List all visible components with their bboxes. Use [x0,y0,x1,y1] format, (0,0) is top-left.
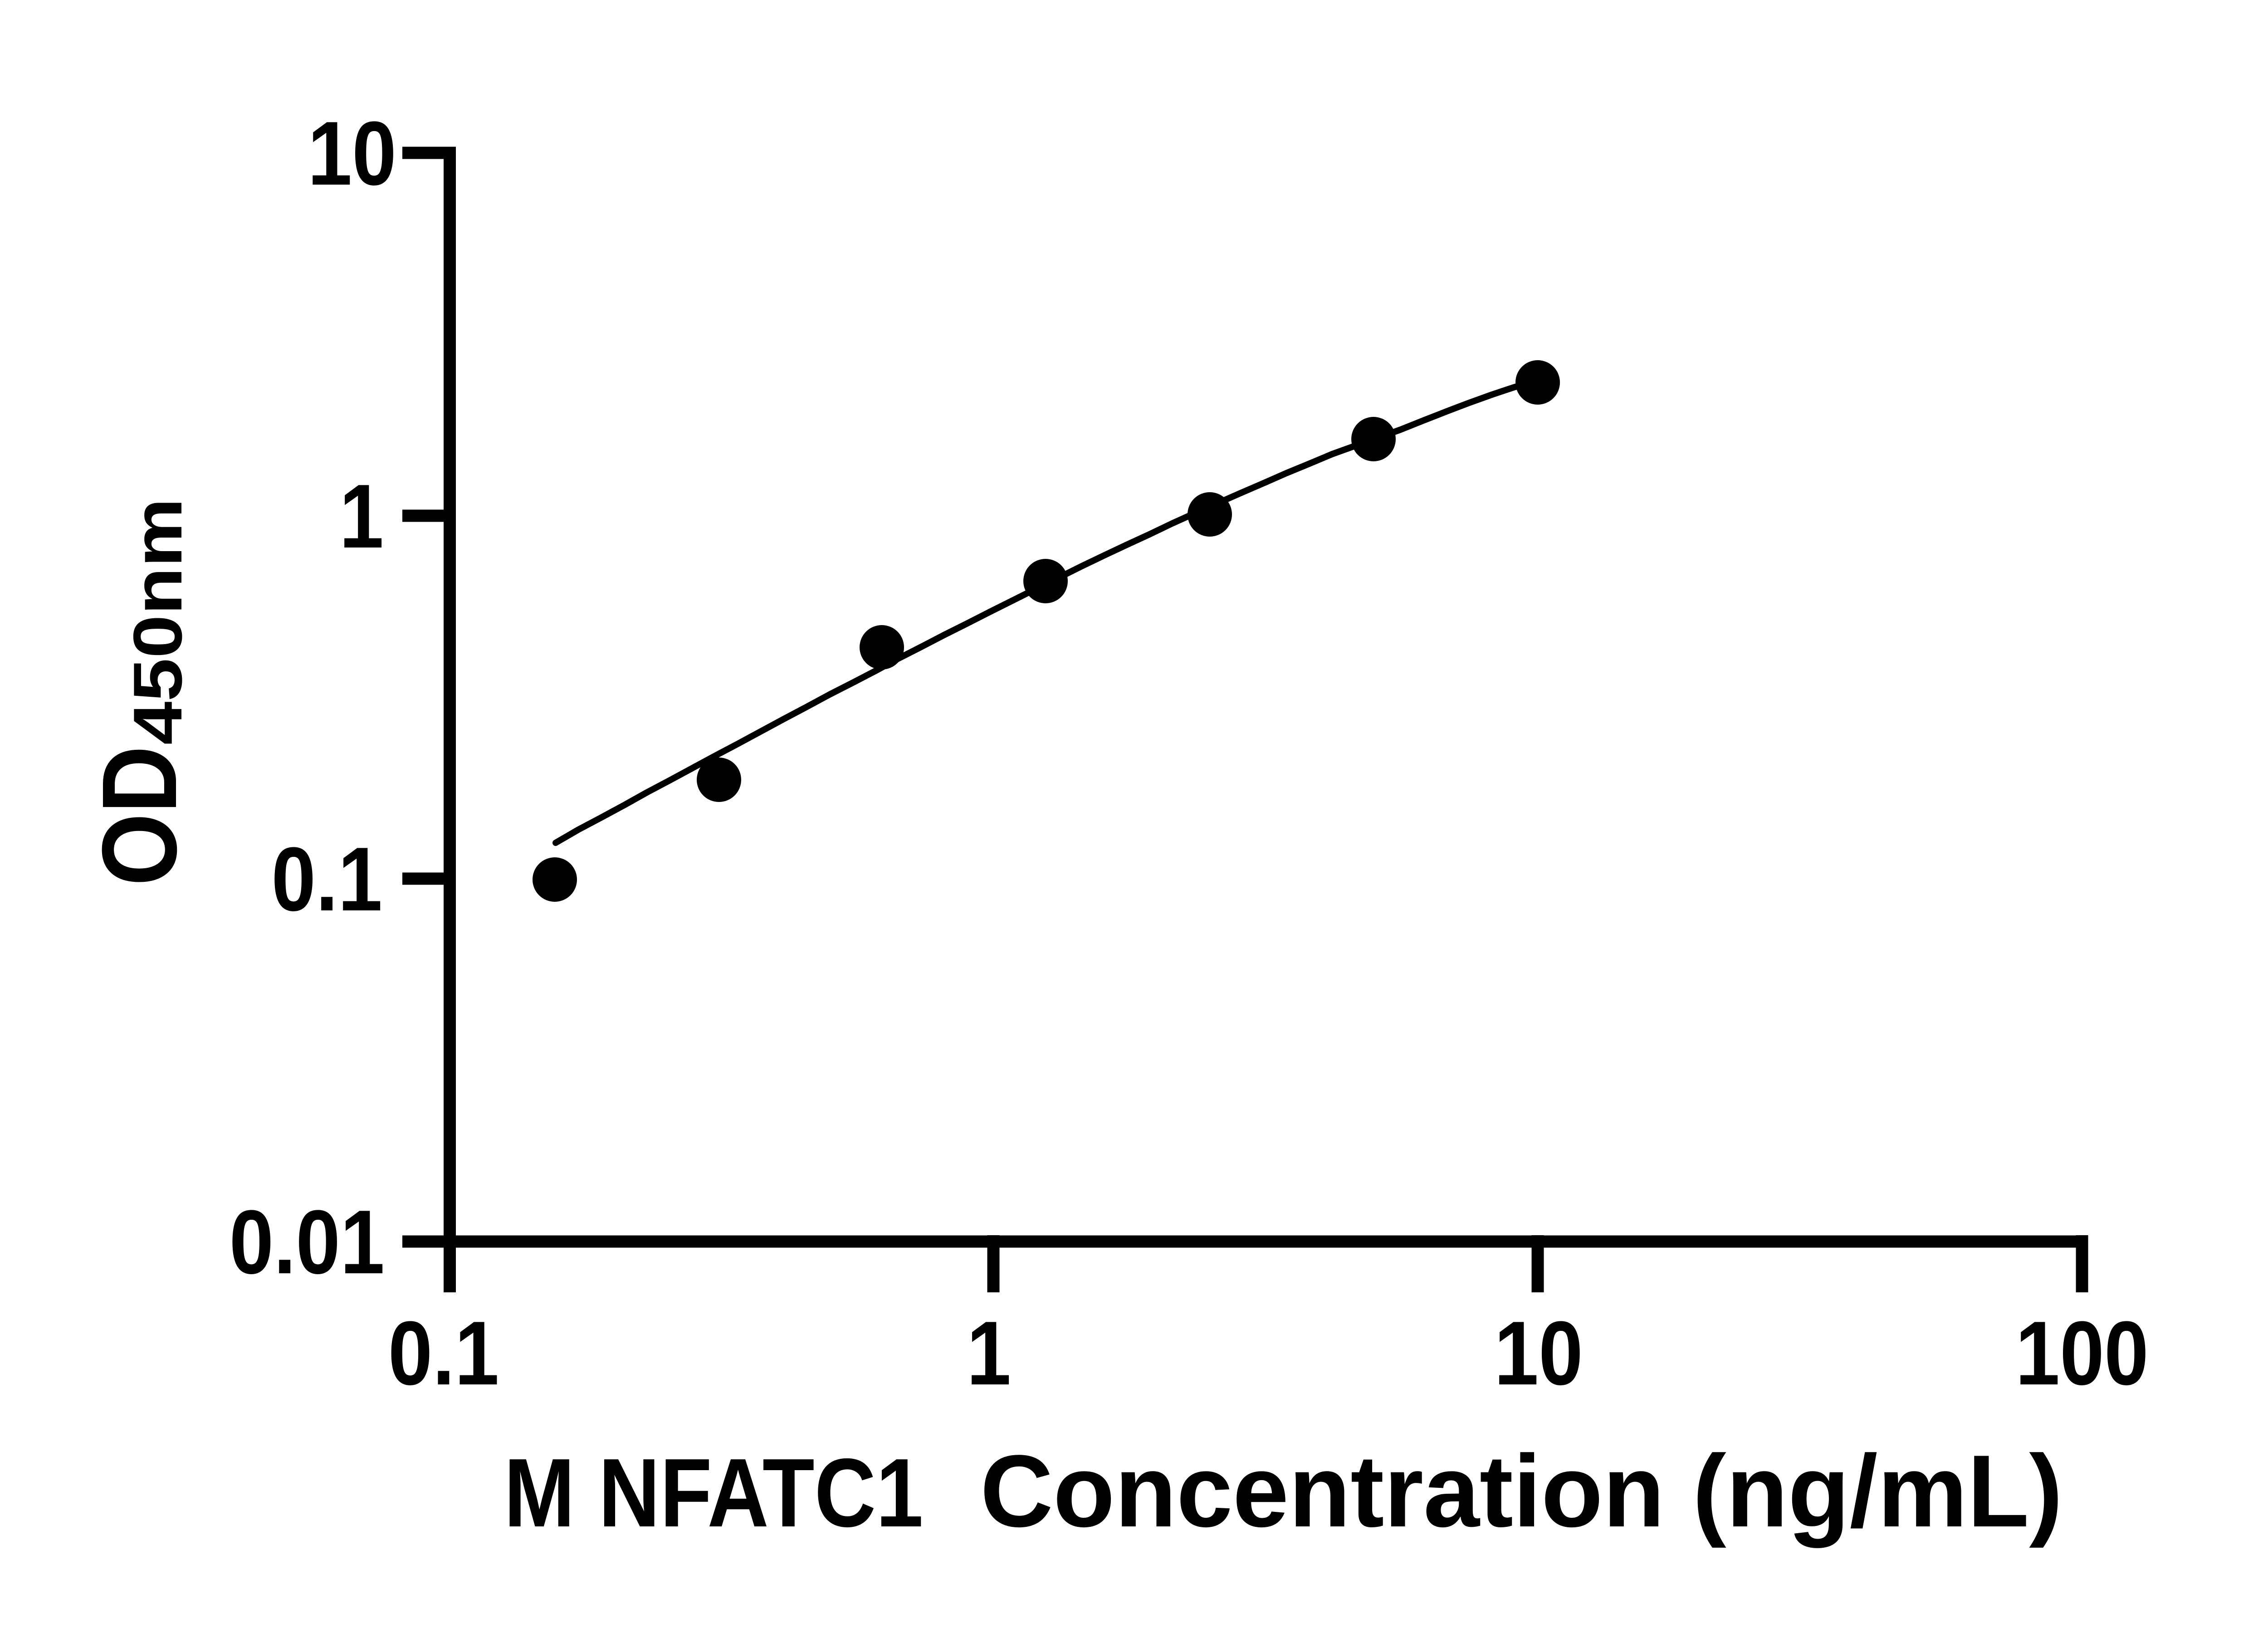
svg-text:1: 1 [339,465,384,567]
svg-text:450nm: 450nm [119,498,196,745]
svg-text:0.01: 0.01 [229,1191,385,1292]
svg-text:100: 100 [2015,1302,2149,1403]
svg-text:10: 10 [308,102,396,204]
svg-text:0.1: 0.1 [388,1302,499,1403]
svg-text:OD: OD [80,746,199,886]
svg-text:M NFATC1: M NFATC1 [504,1438,923,1547]
svg-text:1: 1 [967,1302,1011,1403]
svg-text:10: 10 [1494,1302,1583,1403]
svg-text:0.1: 0.1 [271,828,382,929]
svg-text:Concentration (ng/mL): Concentration (ng/mL) [980,1433,2063,1548]
